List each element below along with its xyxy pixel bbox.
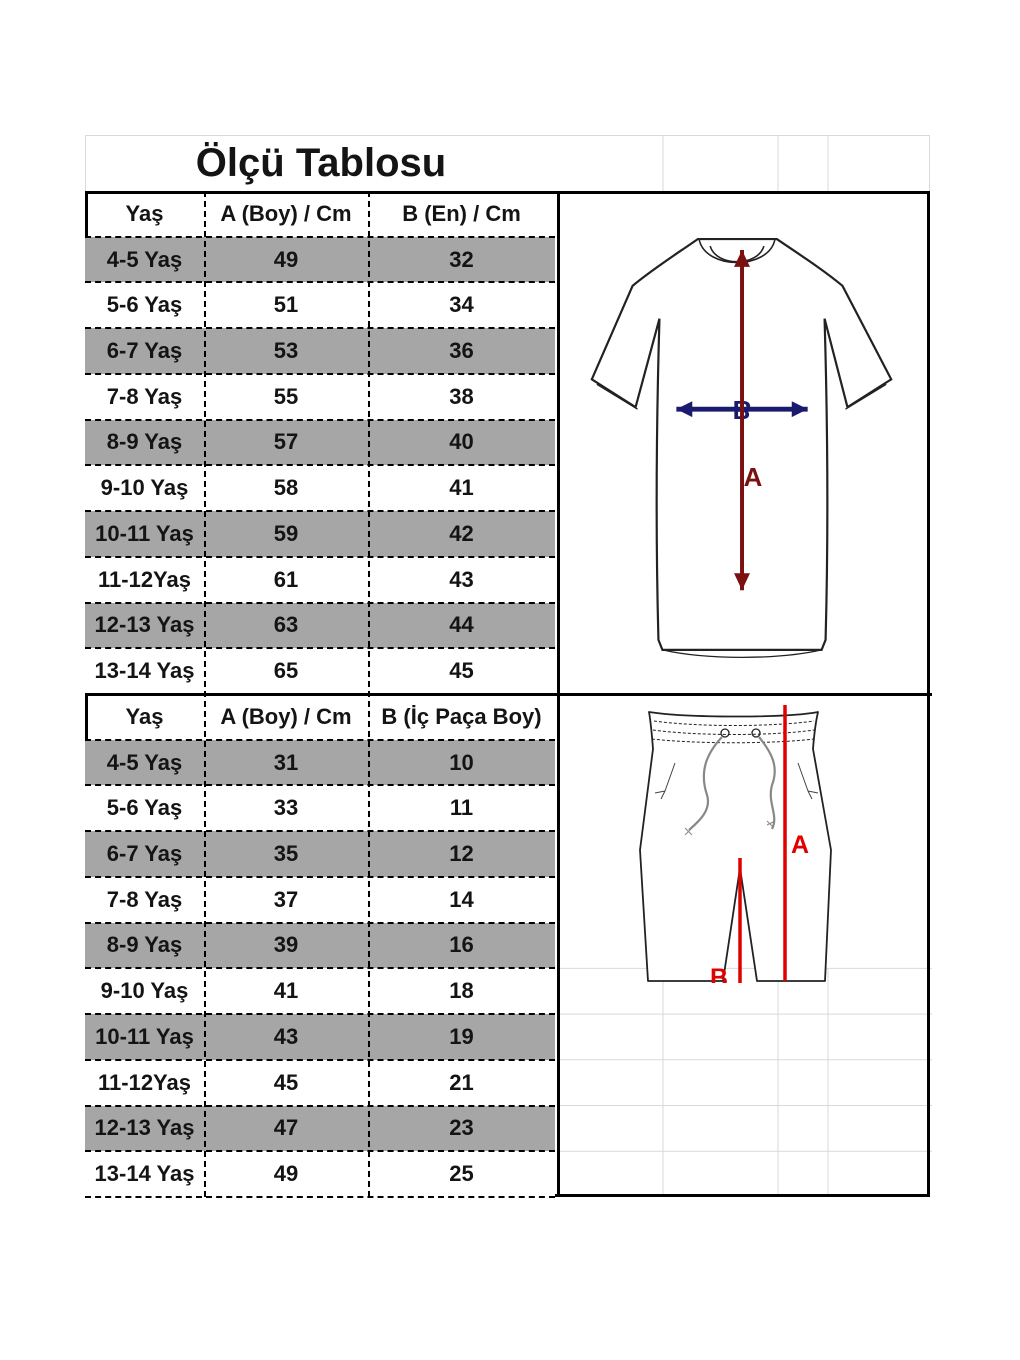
- svg-text:B: B: [710, 964, 728, 983]
- svg-text:A: A: [791, 831, 809, 859]
- svg-text:A: A: [744, 464, 763, 492]
